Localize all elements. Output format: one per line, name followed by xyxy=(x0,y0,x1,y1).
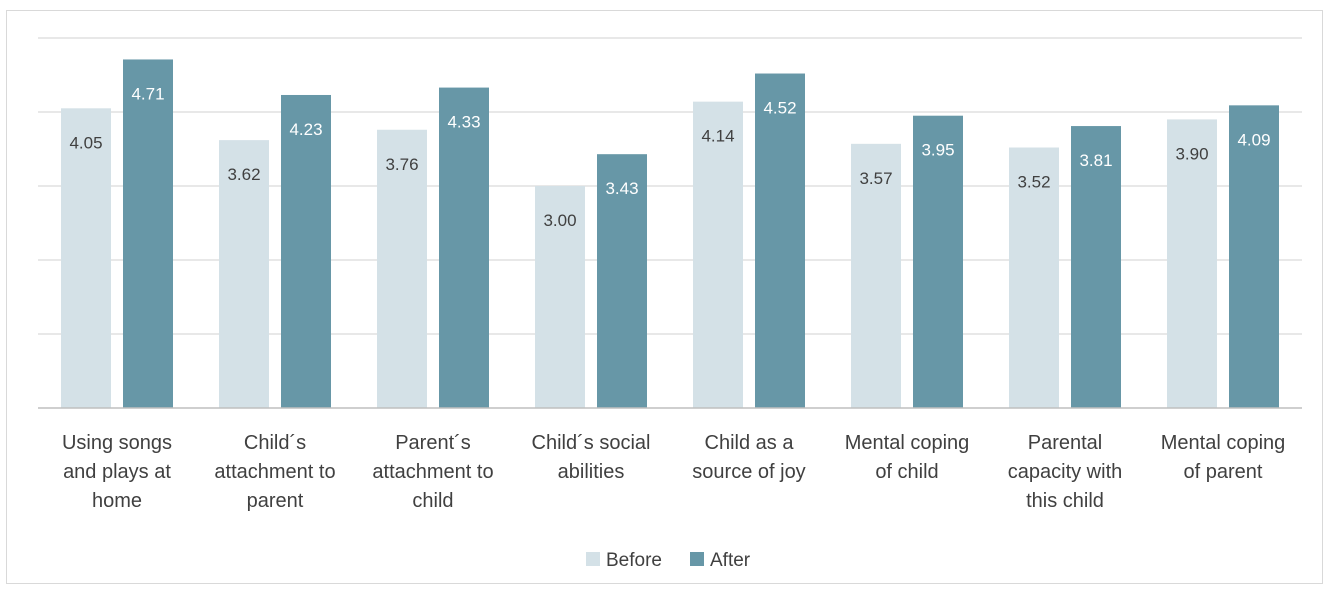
category-label-7: Parental capacity with this child xyxy=(1008,432,1123,512)
legend-swatch-before xyxy=(586,552,600,566)
bar-before-1 xyxy=(61,108,111,409)
data-label-before-4: 3.00 xyxy=(543,211,576,230)
category-label-line: and plays at xyxy=(63,461,171,483)
category-label-line: home xyxy=(92,490,142,512)
data-label-after-2: 4.23 xyxy=(289,120,322,139)
bar-before-6 xyxy=(851,143,901,408)
bar-after-6 xyxy=(913,115,963,408)
bar-after-3 xyxy=(439,87,489,408)
category-label-3: Parent´s attachment to child xyxy=(372,432,493,512)
data-label-after-6: 3.95 xyxy=(921,141,954,160)
bar-after-1 xyxy=(123,59,173,409)
bar-before-7 xyxy=(1009,147,1059,408)
bar-before-2 xyxy=(219,140,269,408)
data-label-after-3: 4.33 xyxy=(447,113,480,132)
category-label-line: abilities xyxy=(558,461,625,483)
category-label-8: Mental coping of parent xyxy=(1161,432,1286,483)
legend-label-before: Before xyxy=(606,550,662,571)
bar-after-4 xyxy=(597,154,647,408)
data-label-before-7: 3.52 xyxy=(1017,173,1050,192)
bar-after-5 xyxy=(755,73,805,409)
data-label-after-4: 3.43 xyxy=(605,179,638,198)
data-label-after-5: 4.52 xyxy=(763,99,796,118)
category-label-line: attachment to xyxy=(214,461,335,483)
legend-label-after: After xyxy=(710,550,751,571)
category-label-line: Mental coping xyxy=(845,432,970,454)
data-label-before-5: 4.14 xyxy=(701,127,734,146)
bar-after-8 xyxy=(1229,105,1279,408)
category-label-line: attachment to xyxy=(372,461,493,483)
bar-before-4 xyxy=(535,186,585,408)
bar-after-2 xyxy=(281,94,331,408)
data-label-after-8: 4.09 xyxy=(1237,130,1270,149)
category-label-line: of child xyxy=(875,461,938,483)
category-label-line: parent xyxy=(247,490,304,512)
category-label-line: Child´s social xyxy=(532,432,651,454)
category-label-line: source of joy xyxy=(692,461,805,483)
data-label-before-6: 3.57 xyxy=(859,169,892,188)
bar-before-8 xyxy=(1167,119,1217,409)
data-label-before-8: 3.90 xyxy=(1175,144,1208,163)
legend-swatch-after xyxy=(690,552,704,566)
data-label-before-3: 3.76 xyxy=(385,155,418,174)
category-label-line: Using songs xyxy=(62,432,172,454)
data-label-after-1: 4.71 xyxy=(131,84,164,103)
category-label-line: Parental xyxy=(1028,432,1103,454)
category-label-1: Using songs and plays at home xyxy=(62,432,172,512)
bar-after-7 xyxy=(1071,126,1121,408)
category-label-line: Child´s xyxy=(244,432,306,454)
category-label-line: of parent xyxy=(1184,461,1263,483)
category-label-line: capacity with xyxy=(1008,461,1123,483)
data-label-before-1: 4.05 xyxy=(69,133,102,152)
category-label-line: this child xyxy=(1026,490,1104,512)
data-label-before-2: 3.62 xyxy=(227,165,260,184)
category-label-5: Child as a source of joy xyxy=(692,432,805,483)
category-label-line: Mental coping xyxy=(1161,432,1286,454)
category-label-line: child xyxy=(412,490,453,512)
category-label-6: Mental coping of child xyxy=(845,432,970,483)
category-label-2: Child´s attachment to parent xyxy=(214,432,335,512)
category-label-line: Child as a xyxy=(705,432,795,454)
category-label-4: Child´s social abilities xyxy=(532,432,651,483)
data-label-after-7: 3.81 xyxy=(1079,151,1112,170)
bar-before-5 xyxy=(693,101,743,408)
bar-before-3 xyxy=(377,129,427,408)
category-label-line: Parent´s xyxy=(395,432,471,454)
